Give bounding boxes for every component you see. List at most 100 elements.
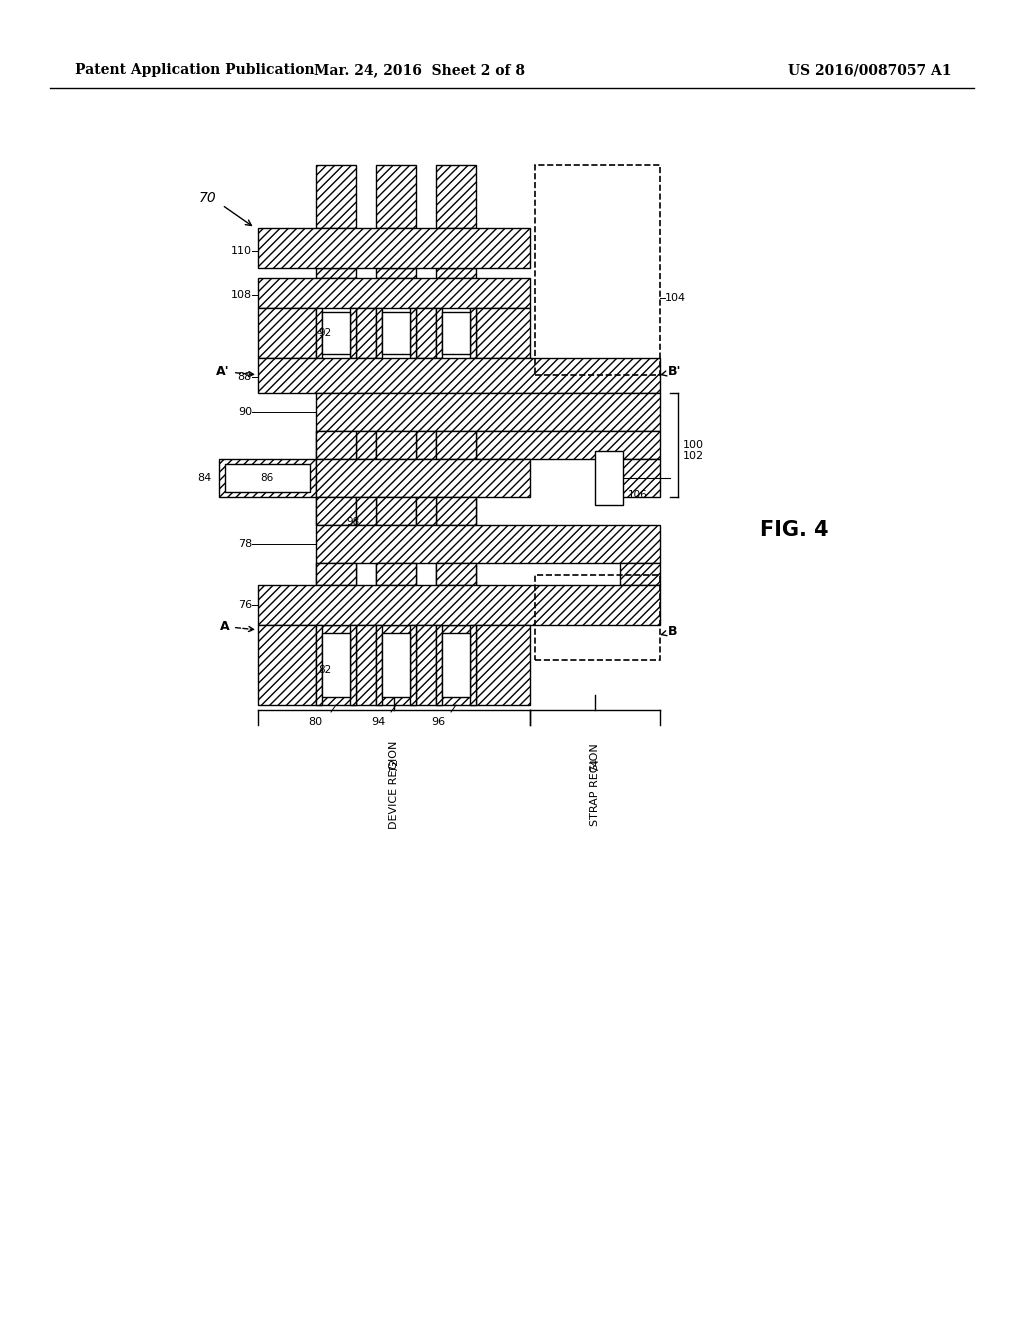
Bar bbox=[436, 624, 476, 705]
Bar bbox=[436, 564, 476, 585]
Bar bbox=[316, 165, 356, 228]
Bar bbox=[476, 624, 530, 705]
Bar bbox=[436, 624, 442, 705]
Bar bbox=[376, 498, 416, 525]
Bar bbox=[258, 308, 316, 358]
Bar bbox=[376, 498, 416, 525]
Bar bbox=[382, 634, 410, 697]
Bar bbox=[316, 459, 530, 498]
Text: 94: 94 bbox=[371, 717, 385, 727]
Text: 82: 82 bbox=[318, 665, 331, 675]
Bar bbox=[535, 165, 660, 375]
Bar bbox=[316, 432, 356, 459]
Bar bbox=[535, 576, 660, 660]
Text: 92: 92 bbox=[318, 327, 331, 338]
Bar bbox=[316, 564, 356, 585]
Bar bbox=[316, 432, 356, 459]
Bar bbox=[350, 624, 356, 705]
Bar bbox=[376, 624, 382, 705]
Text: 108: 108 bbox=[230, 290, 252, 300]
Text: 76: 76 bbox=[238, 601, 252, 610]
Bar bbox=[376, 564, 416, 585]
Text: B': B' bbox=[662, 366, 682, 378]
Text: A: A bbox=[220, 620, 254, 634]
Bar bbox=[322, 634, 350, 697]
Text: A': A' bbox=[216, 366, 254, 378]
Text: 78: 78 bbox=[238, 539, 252, 549]
Bar bbox=[416, 432, 436, 459]
Bar bbox=[470, 308, 476, 358]
Bar bbox=[436, 498, 476, 525]
Bar bbox=[316, 393, 660, 432]
Text: B: B bbox=[662, 624, 678, 638]
Bar bbox=[476, 432, 660, 459]
Bar bbox=[316, 498, 356, 525]
Bar bbox=[376, 432, 416, 459]
Bar bbox=[476, 308, 530, 358]
Text: 106: 106 bbox=[628, 490, 648, 500]
Bar bbox=[316, 268, 356, 279]
Bar bbox=[258, 358, 660, 393]
Text: 110: 110 bbox=[231, 246, 252, 256]
Bar bbox=[436, 498, 476, 525]
Bar bbox=[410, 308, 416, 358]
Bar bbox=[416, 308, 436, 358]
Text: FIG. 4: FIG. 4 bbox=[760, 520, 828, 540]
Text: 80: 80 bbox=[308, 717, 323, 727]
Bar bbox=[356, 432, 376, 459]
Text: 98: 98 bbox=[346, 517, 359, 527]
Bar bbox=[436, 432, 476, 459]
Text: 88: 88 bbox=[238, 372, 252, 381]
Bar bbox=[436, 432, 476, 459]
Text: Mar. 24, 2016  Sheet 2 of 8: Mar. 24, 2016 Sheet 2 of 8 bbox=[314, 63, 525, 77]
Text: 102: 102 bbox=[683, 451, 705, 461]
Bar bbox=[356, 308, 376, 358]
Bar bbox=[376, 165, 416, 228]
Bar bbox=[595, 451, 623, 506]
Bar bbox=[258, 228, 530, 268]
Bar bbox=[410, 624, 416, 705]
Text: 70: 70 bbox=[199, 191, 217, 205]
Text: 90: 90 bbox=[238, 407, 252, 417]
Bar bbox=[436, 165, 476, 228]
Bar bbox=[219, 459, 316, 498]
Text: 72: 72 bbox=[389, 758, 399, 772]
Text: STRAP REGION: STRAP REGION bbox=[590, 743, 600, 826]
Bar bbox=[376, 624, 416, 705]
Text: 104: 104 bbox=[665, 293, 686, 304]
Bar bbox=[316, 624, 356, 705]
Bar bbox=[225, 465, 310, 492]
Bar bbox=[258, 279, 530, 308]
Bar bbox=[316, 498, 356, 525]
Bar bbox=[470, 624, 476, 705]
Bar bbox=[382, 312, 410, 354]
Bar bbox=[620, 564, 660, 585]
Bar bbox=[442, 634, 470, 697]
Bar bbox=[436, 268, 476, 279]
Bar bbox=[316, 624, 322, 705]
Bar bbox=[416, 624, 436, 705]
Bar bbox=[258, 624, 316, 705]
Bar bbox=[316, 525, 660, 564]
Text: 100: 100 bbox=[683, 440, 705, 450]
Bar bbox=[316, 308, 322, 358]
Bar bbox=[620, 459, 660, 498]
Bar bbox=[376, 308, 382, 358]
Bar bbox=[442, 312, 470, 354]
Text: 84: 84 bbox=[198, 473, 212, 483]
Bar bbox=[376, 268, 416, 279]
Bar bbox=[316, 564, 356, 585]
Text: 86: 86 bbox=[260, 473, 273, 483]
Bar bbox=[350, 308, 356, 358]
Bar bbox=[436, 308, 442, 358]
Bar bbox=[436, 564, 476, 585]
Bar bbox=[376, 432, 416, 459]
Text: US 2016/0087057 A1: US 2016/0087057 A1 bbox=[788, 63, 951, 77]
Text: DEVICE REGION: DEVICE REGION bbox=[389, 741, 399, 829]
Text: Patent Application Publication: Patent Application Publication bbox=[75, 63, 314, 77]
Bar bbox=[258, 585, 660, 624]
Bar bbox=[376, 564, 416, 585]
Bar bbox=[416, 498, 436, 525]
Text: 74: 74 bbox=[590, 758, 600, 772]
Bar bbox=[356, 498, 376, 525]
